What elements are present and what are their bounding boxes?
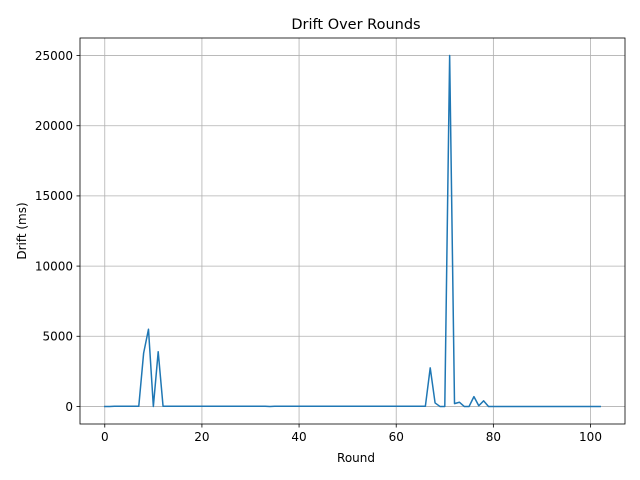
series-layer	[104, 54, 601, 408]
y-axis-ticks: 0 5000 10000 15000 20000 25000	[35, 49, 80, 414]
chart-title: Drift Over Rounds	[291, 17, 420, 33]
y-tick-label: 10000	[35, 259, 73, 273]
y-tick-label: 15000	[35, 189, 73, 203]
x-axis-label: Round	[337, 451, 375, 465]
x-tick-label: 20	[194, 430, 209, 444]
x-tick-label: 0	[101, 430, 109, 444]
y-tick-label: 25000	[35, 49, 73, 63]
x-tick-label: 80	[486, 430, 501, 444]
y-tick-label: 5000	[42, 330, 73, 344]
x-axis-ticks: 0 20 40 60 80 100	[101, 424, 602, 444]
x-tick-label: 40	[291, 430, 306, 444]
x-tick-label: 60	[389, 430, 404, 444]
plot-frame	[79, 37, 626, 425]
y-tick-label: 0	[65, 400, 73, 414]
y-tick-label: 20000	[35, 119, 73, 133]
series-line-drift	[104, 54, 601, 408]
x-tick-label: 100	[579, 430, 602, 444]
y-axis-label: Drift (ms)	[15, 202, 29, 259]
